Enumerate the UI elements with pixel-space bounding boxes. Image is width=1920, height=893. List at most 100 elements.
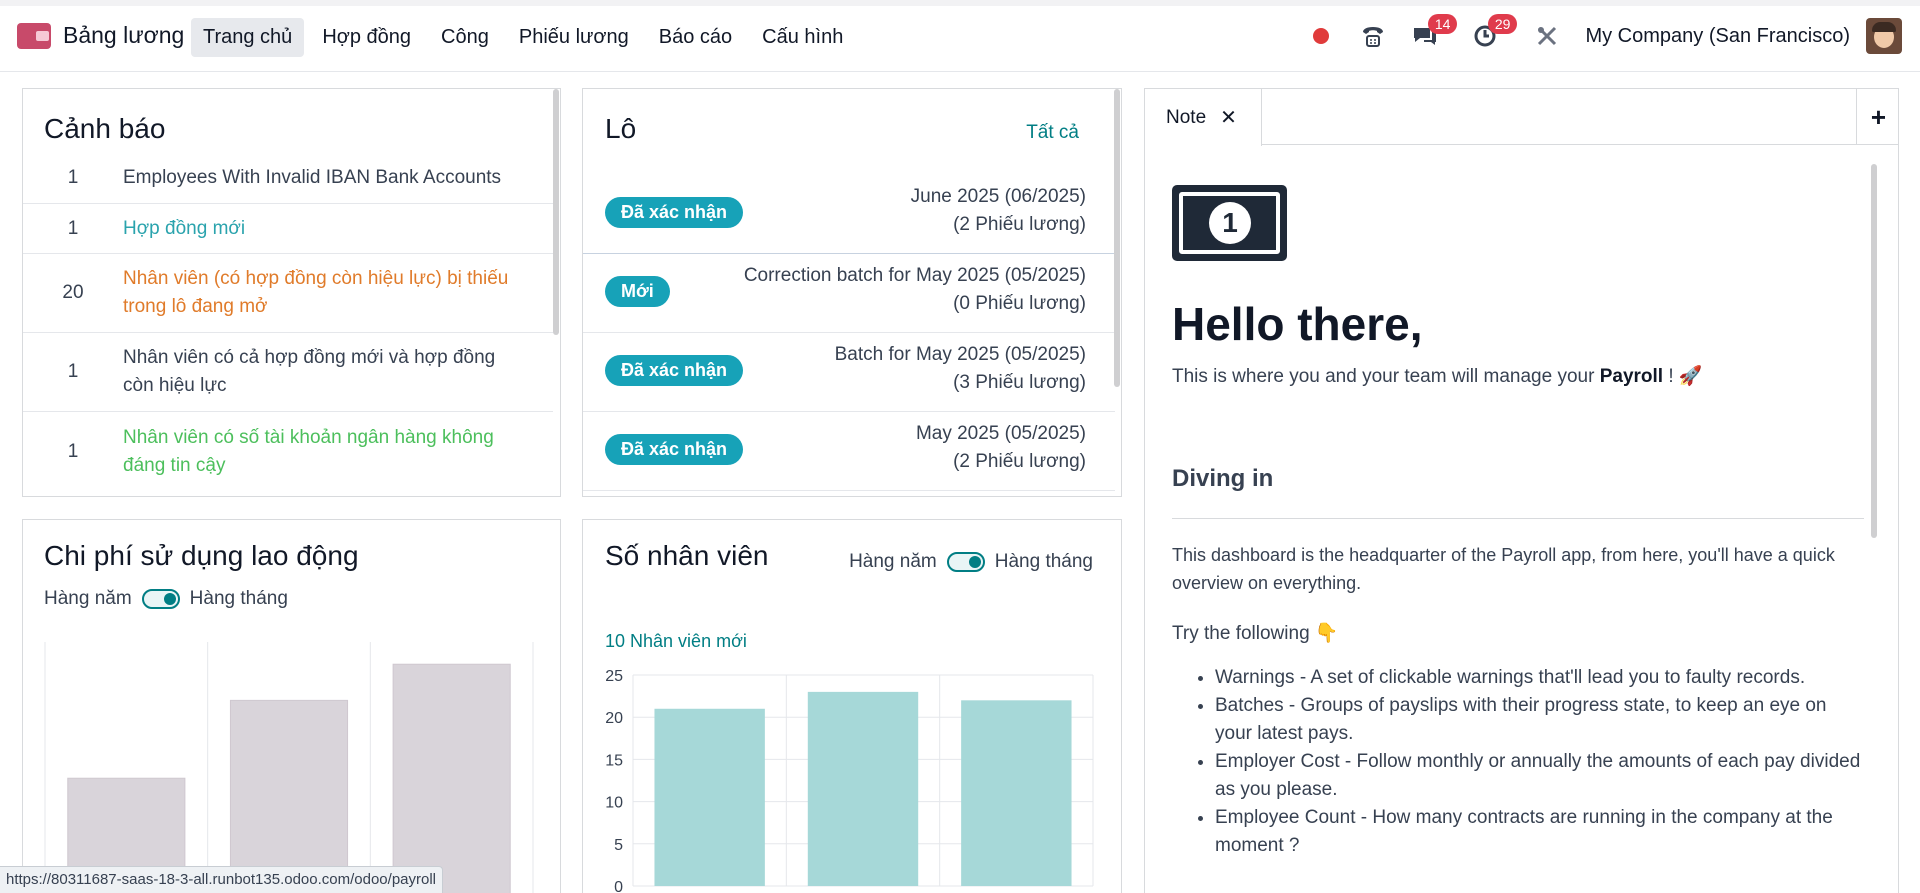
phone-icon[interactable] <box>1355 18 1391 54</box>
batch-info: Correction batch for May 2025 (05/2025) … <box>744 262 1086 318</box>
warnings-title: Cảnh báo <box>44 113 166 144</box>
warning-row[interactable]: 1 Hợp đồng mới <box>23 204 553 254</box>
batch-name: Correction batch for May 2025 (05/2025) <box>743 265 1086 286</box>
company-switcher[interactable]: My Company (San Francisco) <box>1585 24 1850 47</box>
warning-row[interactable]: 1 Nhân viên có số tài khoản ngân hàng kh… <box>23 412 553 491</box>
status-badge: Đã xác nhận <box>605 434 744 465</box>
batch-info: May 2025 (05/2025) (2 Phiếu lương) <box>916 420 1086 476</box>
main-menu: Trang chủ Hợp đồng Công Phiếu lương Báo … <box>191 18 855 57</box>
batches-scrollbar[interactable] <box>1114 89 1120 387</box>
toggle-monthly-label: Hàng tháng <box>189 588 288 609</box>
dollar-bill-icon: 1 <box>1172 185 1287 261</box>
all-batches-link[interactable]: Tất cả <box>1026 122 1079 143</box>
close-icon[interactable]: ✕ <box>1220 107 1237 129</box>
batch-payslip-count: (0 Phiếu lương) <box>953 293 1086 314</box>
activities-button[interactable]: 29 <box>1467 14 1518 54</box>
labor-cost-card: Chi phí sử dụng lao động Hàng năm Hàng t… <box>22 519 561 893</box>
chart-bar[interactable] <box>654 708 765 886</box>
status-badge: Mới <box>605 276 670 307</box>
divider <box>1172 518 1864 519</box>
chart-bar[interactable] <box>807 691 919 886</box>
new-employees-link[interactable]: 10 Nhân viên mới <box>605 631 747 651</box>
batch-info: Batch for May 2025 (05/2025) (3 Phiếu lư… <box>835 341 1086 397</box>
warning-row[interactable]: 1 Employees With Invalid IBAN Bank Accou… <box>23 153 553 204</box>
headcount-title: Số nhân viên <box>605 540 769 571</box>
batch-name: June 2025 (06/2025) <box>910 186 1086 207</box>
period-switch[interactable] <box>946 552 985 572</box>
warning-row[interactable]: 1 Nhân viên có cả hợp đồng mới và hợp đồ… <box>23 333 553 412</box>
red-dot-icon <box>1313 28 1330 44</box>
toggle-yearly-label: Hàng năm <box>849 551 937 572</box>
menu-item-configuration[interactable]: Cấu hình <box>762 26 844 48</box>
batch-name: Batch for May 2025 (05/2025) <box>834 344 1086 365</box>
app-brand[interactable]: Bảng lương <box>17 22 184 49</box>
warning-row[interactable]: 20 Nhân viên (có hợp đồng còn hiệu lực) … <box>23 254 553 333</box>
warning-count: 1 <box>67 361 79 382</box>
warning-count: 1 <box>67 217 79 239</box>
warnings-scrollbar[interactable] <box>553 89 559 335</box>
messages-button[interactable]: 14 <box>1407 14 1458 54</box>
menu-item-home[interactable]: Trang chủ <box>191 18 305 57</box>
messages-badge: 14 <box>1427 14 1458 34</box>
add-note-button[interactable]: + <box>1856 89 1898 145</box>
tools-icon[interactable] <box>1529 18 1565 54</box>
y-tick-label: 20 <box>605 710 623 727</box>
period-toggle: Hàng năm Hàng tháng <box>44 588 288 610</box>
switch-knob <box>968 556 981 568</box>
note-section-title: Diving in <box>1172 465 1274 492</box>
warning-text: Nhân viên (có hợp đồng còn hiệu lực) bị … <box>123 268 509 317</box>
batch-name: May 2025 (05/2025) <box>915 423 1086 444</box>
systray: 14 29 My Company (San Francisco) <box>1303 14 1902 54</box>
note-lead-prefix: This is where you and your team will man… <box>1172 366 1600 387</box>
list-item: Batches - Groups of payslips with their … <box>1215 692 1865 748</box>
batches-card: Lô Tất cả Đã xác nhận June 2025 (06/2025… <box>582 88 1122 497</box>
menu-item-contracts[interactable]: Hợp đồng <box>322 26 412 48</box>
list-item: Warnings - A set of clickable warnings t… <box>1215 664 1865 692</box>
toggle-yearly-label: Hàng năm <box>44 588 132 609</box>
note-card: Note ✕ + 1 Hello there, This is where yo… <box>1144 88 1899 893</box>
note-bullet-list: Warnings - A set of clickable warnings t… <box>1215 664 1865 860</box>
menu-item-reporting[interactable]: Báo cáo <box>658 26 733 48</box>
note-scrollbar[interactable] <box>1871 164 1877 538</box>
batch-row[interactable]: Đã xác nhận June 2025 (06/2025) (2 Phiếu… <box>583 175 1115 254</box>
y-tick-label: 10 <box>605 795 623 812</box>
batch-payslip-count: (2 Phiếu lương) <box>953 214 1086 235</box>
status-badge: Đã xác nhận <box>605 197 744 228</box>
warning-count: 1 <box>67 167 79 188</box>
chat-icon <box>1414 28 1437 45</box>
headcount-chart: 0510152025tháng 4 2025tháng 5 2025tháng … <box>605 668 1094 893</box>
batch-row[interactable]: Đã xác nhận May 2025 (05/2025) (2 Phiếu … <box>583 412 1115 491</box>
tab-note[interactable]: Note ✕ <box>1145 89 1262 146</box>
y-tick-label: 0 <box>614 879 623 893</box>
batch-row[interactable]: Đã xác nhận Batch for May 2025 (05/2025)… <box>583 333 1115 412</box>
note-tabs: Note ✕ + <box>1145 89 1898 146</box>
labor-cost-title: Chi phí sử dụng lao động <box>44 540 359 571</box>
bill-coin: 1 <box>1209 202 1251 244</box>
warning-text: Hợp đồng mới <box>123 217 246 239</box>
period-switch[interactable] <box>141 589 180 609</box>
menu-item-payslips[interactable]: Phiếu lương <box>518 26 629 48</box>
note-heading: Hello there, <box>1172 298 1423 350</box>
note-try-text: Try the following 👇 <box>1172 623 1339 644</box>
chart-bar[interactable] <box>229 699 349 893</box>
warning-text: Nhân viên có cả hợp đồng mới và hợp đồng… <box>123 347 496 396</box>
status-indicator[interactable] <box>1303 18 1339 54</box>
status-badge: Đã xác nhận <box>605 355 744 386</box>
warnings-card: Cảnh báo 1 Employees With Invalid IBAN B… <box>22 88 561 497</box>
list-item: Employee Count - How many contracts are … <box>1215 804 1865 860</box>
toggle-monthly-label: Hàng tháng <box>994 551 1093 572</box>
user-avatar[interactable] <box>1866 18 1902 54</box>
switch-knob <box>163 593 176 605</box>
labor-cost-chart <box>44 642 534 893</box>
batch-row[interactable]: Mới Correction batch for May 2025 (05/20… <box>583 254 1115 333</box>
menu-item-work-entries[interactable]: Công <box>441 26 489 48</box>
chart-bar[interactable] <box>961 700 1072 886</box>
payroll-app-icon <box>17 22 51 49</box>
status-bar-url: https://80311687-saas-18-3-all.runbot135… <box>0 866 444 893</box>
plus-icon: + <box>1870 101 1887 132</box>
bill-frame <box>1179 192 1280 254</box>
chart-bar[interactable] <box>392 663 511 893</box>
y-tick-label: 5 <box>614 837 623 854</box>
batch-payslip-count: (2 Phiếu lương) <box>953 451 1086 472</box>
batch-info: June 2025 (06/2025) (2 Phiếu lương) <box>911 183 1086 239</box>
